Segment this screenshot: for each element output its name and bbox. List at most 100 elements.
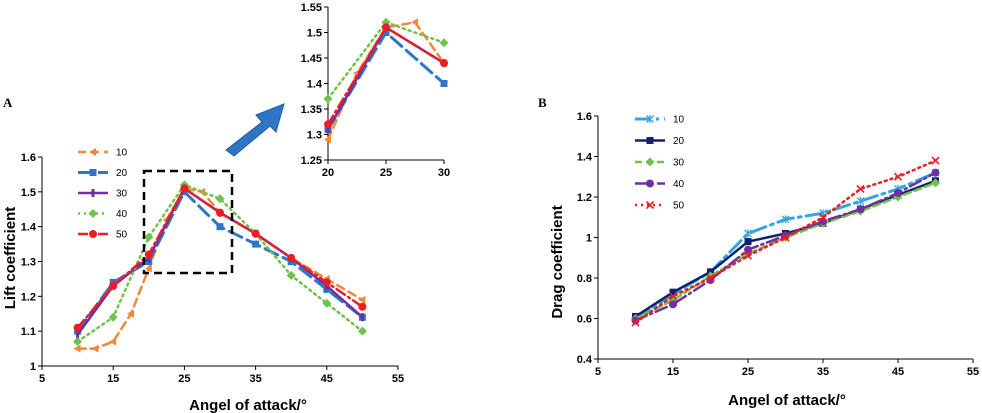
data-point-20 [669,288,677,296]
panel-a-axes: 5 15 25 35 45 55 1 1.1 1.2 1.3 1.4 1.5 1.6 [21,152,404,385]
data-point-40 [744,245,752,254]
y-tick-label: 1.1 [21,326,36,338]
legend-marker-20 [646,137,654,144]
inset-series [323,17,449,144]
series-line-30 [326,26,446,131]
y-tick-label: 0.4 [577,354,593,366]
x-tick-label: 45 [892,366,904,378]
data-point-50 [324,120,332,129]
data-point-20 [252,240,260,248]
data-point-50 [358,302,367,311]
data-point-40 [323,94,333,104]
data-point-50 [382,23,390,32]
data-point-50 [781,233,790,242]
y-tick-label: 1.35 [301,104,322,116]
data-point-50 [818,213,828,222]
data-point-50 [743,251,753,260]
legend-label-50: 50 [673,201,685,212]
zoom-region-box [142,169,234,275]
data-point-50 [180,184,189,193]
data-point-30 [76,330,80,339]
data-point-50 [322,278,331,287]
data-point-20 [382,29,390,36]
y-tick-label: 1.6 [577,111,592,123]
panel-a-x-axis-title: Angel of attack/° [189,397,307,413]
panel-a-series [73,180,367,353]
legend-label-40: 40 [673,179,685,190]
x-tick-label: 15 [107,373,119,385]
legend-label-30: 30 [673,158,685,169]
y-tick-label: 1.4 [307,79,323,91]
y-tick-label: 1.5 [307,28,322,40]
panel-a-legend: 10 20 30 40 50 [78,148,128,241]
data-point-30 [931,178,940,188]
data-point-40 [108,312,118,322]
y-tick-label: 1.5 [21,187,36,199]
data-point-10 [781,215,790,224]
y-tick-label: 0.6 [577,314,592,326]
panel-b-series [631,156,940,327]
data-point-10 [744,229,752,238]
legend-marker-30 [645,157,655,167]
data-point-50 [216,208,224,217]
panel-b-y-axis-title: Drag coefficient [549,205,566,318]
panel-a-zoom-inset: 20 25 30 1.25 1.3 1.35 1.4 1.45 1.5 1.55 [301,2,451,179]
legend-marker-20 [89,169,97,176]
data-point-50 [251,229,260,238]
y-tick-label: 1.4 [21,222,37,234]
legend-label-20: 20 [116,168,128,179]
x-tick-label: 55 [392,373,404,385]
y-tick-label: 1.3 [307,130,322,142]
legend-marker-10 [89,148,96,156]
data-point-10 [91,344,99,353]
data-point-10 [411,18,418,27]
y-tick-label: 1 [30,361,36,373]
data-point-10 [73,344,81,353]
data-point-30 [360,313,364,322]
data-point-10 [358,295,366,304]
x-tick-label: 25 [178,373,190,385]
legend-label-50: 50 [116,230,128,241]
data-point-50 [144,250,153,259]
series-line-40 [76,183,364,343]
legend-marker-10 [646,115,654,123]
data-point-40 [439,38,449,48]
data-point-50 [856,184,865,193]
legend-marker-50 [645,200,655,210]
series-line-40 [634,171,937,322]
panel-a-y-axis-title: Lift coefficient [2,207,19,310]
data-point-40 [73,337,83,347]
legend-label-30: 30 [116,189,128,200]
data-point-20 [216,223,224,231]
data-point-20 [744,238,752,246]
y-tick-label: 1.45 [301,53,322,65]
legend-marker-40 [646,179,654,188]
panel-b: B 5 15 25 35 45 55 0.4 0.6 0.8 1 1.2 1.4 1.6 10 20 30 4… [538,95,979,409]
data-point-50 [668,292,678,301]
data-point-40 [286,270,296,280]
y-tick-label: 1.4 [577,152,593,164]
x-tick-label: 15 [667,366,679,378]
inset-axes: 20 25 30 1.25 1.3 1.35 1.4 1.45 1.5 1.55 [301,2,451,179]
legend-label-20: 20 [673,136,685,147]
y-tick-label: 1.3 [21,257,36,269]
legend-marker-40 [88,209,98,218]
data-point-40 [856,205,865,214]
y-tick-label: 1.6 [21,152,36,164]
legend-marker-50 [89,230,97,238]
data-point-40 [322,298,332,308]
data-point-10 [856,197,865,206]
x-tick-label: 35 [817,366,829,378]
data-point-40 [357,326,367,336]
data-point-50 [706,273,715,283]
data-point-30 [326,125,330,134]
data-point-50 [287,254,296,263]
x-tick-label: 5 [595,366,601,378]
legend-label-10: 10 [673,115,685,126]
panel-b-label: B [538,95,547,110]
data-point-40 [144,232,154,242]
y-tick-label: 1.55 [301,2,322,14]
x-tick-label: 5 [39,373,45,385]
data-point-10 [127,309,134,318]
